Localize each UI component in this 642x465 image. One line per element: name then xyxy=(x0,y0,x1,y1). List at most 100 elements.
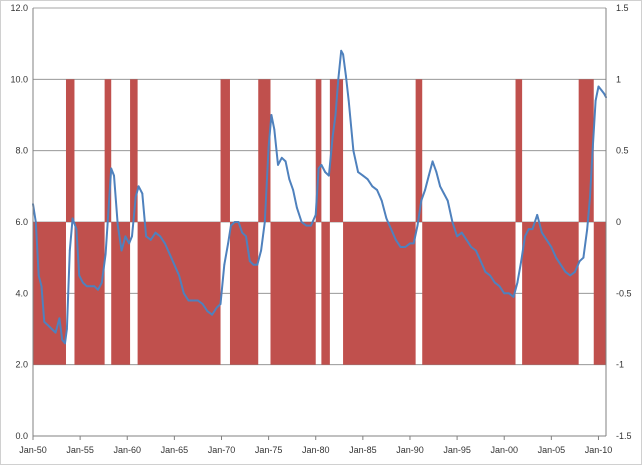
line-point xyxy=(344,74,347,77)
y-left-tick-label: 4.0 xyxy=(15,288,28,298)
line-point xyxy=(61,338,64,341)
line-point xyxy=(555,256,557,259)
recession-bar xyxy=(74,222,105,365)
line-point xyxy=(245,235,247,238)
line-point xyxy=(292,189,295,191)
line-point xyxy=(230,224,232,227)
line-point xyxy=(75,228,78,231)
line-point xyxy=(113,174,115,177)
line-point xyxy=(47,324,49,327)
line-point xyxy=(520,260,523,263)
line-point xyxy=(470,246,473,248)
line-point xyxy=(54,331,57,334)
line-point xyxy=(227,242,229,245)
x-tick-label: Jan-50 xyxy=(19,445,47,455)
line-point xyxy=(66,328,68,330)
line-point xyxy=(451,221,454,223)
recession-bar xyxy=(515,79,523,222)
line-point xyxy=(545,238,548,241)
line-point xyxy=(564,271,567,273)
line-point xyxy=(267,146,270,149)
recession-bar xyxy=(593,222,606,365)
recession-bar xyxy=(220,79,230,222)
line-point xyxy=(280,156,283,159)
line-point xyxy=(603,92,606,95)
line-point xyxy=(173,263,176,266)
axes xyxy=(32,8,607,440)
line-point xyxy=(131,235,133,238)
unemployment-line-group xyxy=(32,49,607,345)
y-left-tick-label: 10.0 xyxy=(10,74,28,84)
line-point xyxy=(141,192,144,195)
y-left-tick-label: 2.0 xyxy=(15,360,28,370)
line-point xyxy=(503,292,506,295)
line-point xyxy=(536,213,539,216)
y-right-tick-label: 1 xyxy=(616,74,621,84)
line-point xyxy=(439,185,442,188)
line-point xyxy=(420,199,423,202)
line-point xyxy=(409,242,411,245)
line-point xyxy=(357,171,360,173)
line-point xyxy=(427,174,430,177)
y-right-tick-label: -1.5 xyxy=(616,431,632,441)
line-point xyxy=(68,249,71,252)
line-point xyxy=(40,285,43,288)
line-point xyxy=(93,285,96,288)
line-point xyxy=(594,99,597,102)
line-point xyxy=(211,313,213,316)
x-tick-label: Jan-70 xyxy=(208,445,236,455)
line-point xyxy=(110,167,113,170)
recession-bar xyxy=(229,222,259,365)
line-point xyxy=(260,249,262,252)
line-point xyxy=(295,206,298,209)
x-tick-label: Jan-10 xyxy=(585,445,613,455)
line-point xyxy=(168,253,171,256)
x-tick-label: Jan-05 xyxy=(538,445,566,455)
line-point xyxy=(116,224,119,227)
line-point xyxy=(164,242,166,245)
line-point xyxy=(331,135,334,138)
line-point xyxy=(559,263,562,266)
line-point xyxy=(233,221,236,223)
line-point xyxy=(64,342,66,345)
line-point xyxy=(85,285,88,288)
x-tick-label: Jan-75 xyxy=(255,445,283,455)
line-point xyxy=(589,196,591,198)
line-point xyxy=(347,99,350,102)
line-point xyxy=(248,260,251,263)
line-point xyxy=(531,228,534,231)
recession-bar xyxy=(315,79,322,222)
recession-bar xyxy=(104,79,112,222)
line-point xyxy=(524,235,526,238)
line-point xyxy=(337,78,340,81)
x-tick-label: Jan-90 xyxy=(396,445,424,455)
line-point xyxy=(340,49,343,52)
line-point xyxy=(508,292,510,295)
line-point xyxy=(37,274,40,277)
right-axis-tick-labels: -1.5 -1 -0.5 0 0.5 1 1.5 xyxy=(616,3,632,441)
line-point xyxy=(100,281,103,284)
line-point xyxy=(390,228,393,231)
line-point xyxy=(134,196,137,198)
line-point xyxy=(460,231,463,234)
y-left-tick-label: 12.0 xyxy=(10,3,28,13)
line-point xyxy=(371,185,374,188)
line-point xyxy=(223,263,226,266)
line-point xyxy=(435,171,438,173)
line-point xyxy=(394,238,397,241)
line-point xyxy=(187,299,190,302)
unemployment-line xyxy=(32,49,607,345)
line-point xyxy=(573,271,576,273)
line-point xyxy=(465,238,468,241)
y-right-tick-label: 0 xyxy=(616,217,621,227)
y-left-tick-label: 8.0 xyxy=(15,146,28,156)
line-point xyxy=(443,192,445,195)
line-point xyxy=(178,274,180,277)
line-point xyxy=(89,285,92,288)
line-point xyxy=(380,199,383,202)
line-point xyxy=(215,306,218,309)
line-point xyxy=(334,114,337,116)
line-point xyxy=(201,303,204,305)
